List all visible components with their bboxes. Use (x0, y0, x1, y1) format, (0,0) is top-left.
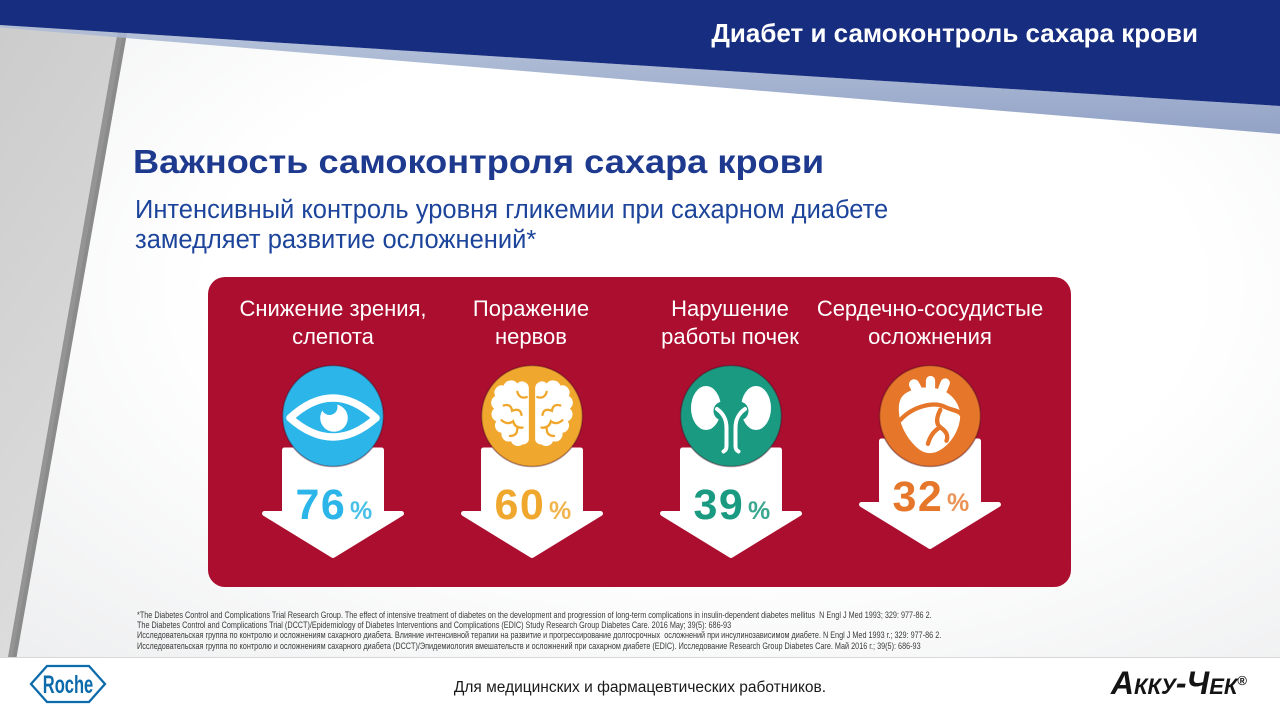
svg-text:32: 32 (893, 473, 944, 521)
svg-text:39: 39 (694, 481, 745, 529)
svg-text:Roche: Roche (43, 672, 94, 699)
svg-text:60: 60 (495, 481, 546, 529)
svg-text:%: % (947, 489, 969, 517)
svg-text:76: 76 (296, 481, 347, 529)
svg-text:%: % (350, 497, 372, 525)
svg-text:%: % (748, 497, 770, 525)
svg-text:%: % (549, 497, 571, 525)
